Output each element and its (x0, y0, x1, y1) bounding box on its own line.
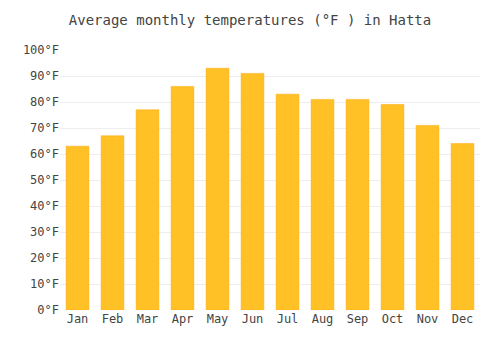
svg-text:Mar: Mar (137, 312, 159, 326)
svg-text:60°F: 60°F (30, 147, 59, 161)
svg-text:30°F: 30°F (30, 225, 59, 239)
svg-text:0°F: 0°F (37, 303, 59, 317)
svg-text:Feb: Feb (102, 312, 124, 326)
svg-text:May: May (207, 312, 229, 326)
svg-text:90°F: 90°F (30, 69, 59, 83)
svg-text:Nov: Nov (417, 312, 439, 326)
svg-text:100°F: 100°F (23, 43, 59, 57)
svg-text:Oct: Oct (382, 312, 404, 326)
svg-text:Jul: Jul (277, 312, 299, 326)
svg-text:20°F: 20°F (30, 251, 59, 265)
svg-text:40°F: 40°F (30, 199, 59, 213)
svg-text:50°F: 50°F (30, 173, 59, 187)
svg-text:Apr: Apr (172, 312, 194, 326)
svg-text:Jan: Jan (67, 312, 89, 326)
svg-text:Dec: Dec (452, 312, 474, 326)
svg-text:Sep: Sep (347, 312, 369, 326)
svg-text:Jun: Jun (242, 312, 264, 326)
svg-text:Average monthly temperatures (: Average monthly temperatures (°F ) in Ha… (69, 12, 431, 28)
svg-text:10°F: 10°F (30, 277, 59, 291)
svg-text:80°F: 80°F (30, 95, 59, 109)
svg-text:Aug: Aug (312, 312, 334, 326)
svg-text:70°F: 70°F (30, 121, 59, 135)
